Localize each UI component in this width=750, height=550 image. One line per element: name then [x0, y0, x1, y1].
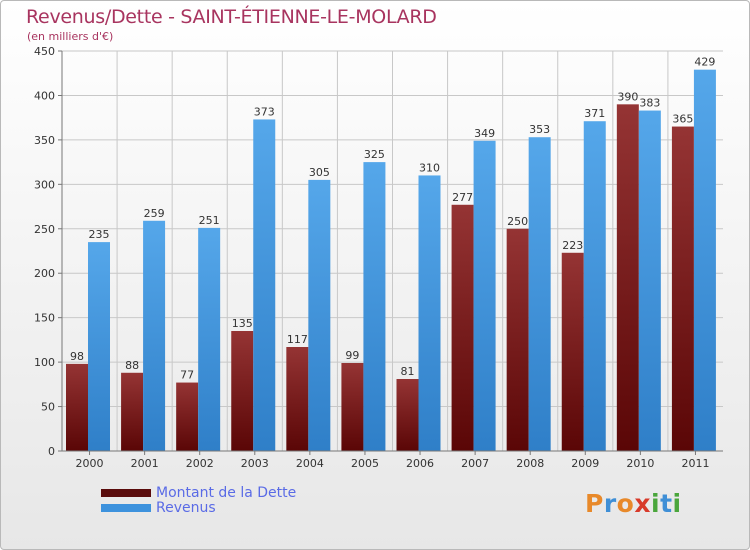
logo-letter: i: [651, 489, 661, 518]
y-tick-label: 200: [34, 267, 55, 280]
x-tick-label: 2008: [516, 457, 544, 470]
x-tick-label: 2010: [626, 457, 654, 470]
x-tick-label: 2001: [131, 457, 159, 470]
bar-value-label: 251: [199, 214, 220, 227]
bar-revenus: [198, 227, 221, 451]
logo-letter: i: [672, 489, 682, 518]
bar-value-label: 353: [529, 123, 550, 136]
x-tick-label: 2000: [76, 457, 104, 470]
y-tick-label: 400: [34, 89, 55, 102]
y-tick-label: 100: [34, 356, 55, 369]
bar-value-label: 98: [70, 350, 84, 363]
bar-dette: [616, 104, 639, 451]
logo-letter: o: [616, 489, 635, 518]
bar-value-label: 77: [180, 369, 194, 382]
bar-value-label: 383: [639, 97, 660, 110]
bar-value-label: 117: [287, 333, 308, 346]
chart-subtitle: (en milliers d'€): [27, 30, 114, 43]
bar-revenus: [528, 137, 551, 451]
bar-revenus: [583, 121, 606, 451]
x-tick-label: 2007: [461, 457, 489, 470]
bar-value-label: 99: [345, 349, 359, 362]
legend-swatch-dette: [101, 489, 151, 497]
bar-dette: [671, 126, 694, 452]
bar-value-label: 310: [419, 161, 440, 174]
bar-value-label: 223: [562, 239, 583, 252]
bar-revenus: [693, 69, 716, 452]
y-tick-label: 450: [34, 45, 55, 58]
bar-value-label: 81: [401, 365, 415, 378]
legend-label-revenus: Revenus: [156, 500, 216, 516]
bar-value-label: 135: [232, 317, 253, 330]
legend-label-dette: Montant de la Dette: [156, 485, 297, 501]
axis-layer: 0 50 100 150 200 250 300 350 400 450 2000 2001 2002 2…: [34, 45, 723, 470]
bar-value-label: 325: [364, 148, 385, 161]
proxiti-logo: Proxiti: [585, 489, 682, 518]
bar-value-label: 365: [672, 113, 693, 126]
y-tick-label: 350: [34, 134, 55, 147]
y-tick-label: 50: [41, 401, 55, 414]
bar-value-label: 277: [452, 191, 473, 204]
bar-value-label: 88: [125, 359, 139, 372]
bar-dette: [121, 372, 144, 451]
bar-value-label: 390: [617, 90, 638, 103]
bar-revenus: [253, 119, 276, 451]
bar-revenus: [638, 110, 661, 452]
logo-letter: P: [585, 489, 604, 518]
y-tick-label: 300: [34, 178, 55, 191]
bar-revenus: [418, 175, 441, 451]
x-tick-label: 2004: [296, 457, 324, 470]
chart-title: Revenus/Dette - SAINT-ÉTIENNE-LE-MOLARD: [26, 6, 437, 28]
y-tick-label: 0: [48, 445, 55, 458]
logo-letter: t: [660, 489, 673, 518]
bar-dette: [506, 228, 529, 451]
bars-layer: [66, 69, 716, 452]
bar-dette: [396, 379, 419, 451]
x-tick-label: 2003: [241, 457, 269, 470]
labels-layer: 98 235 88 259 77 251 135 373 117 305 99 325 81 310 277…: [70, 56, 715, 382]
bar-revenus: [308, 179, 331, 451]
bar-dette: [231, 331, 254, 451]
x-tick-label: 2011: [681, 457, 709, 470]
bar-dette: [561, 252, 584, 451]
bar-revenus: [363, 162, 386, 451]
bar-revenus: [88, 242, 110, 451]
x-tick-label: 2009: [571, 457, 599, 470]
bar-dette: [451, 204, 474, 451]
bar-dette: [286, 347, 309, 451]
x-tick-label: 2005: [351, 457, 379, 470]
bar-revenus: [143, 220, 166, 451]
bar-value-label: 305: [309, 166, 330, 179]
bar-value-label: 373: [254, 105, 275, 118]
bar-revenus: [473, 140, 496, 451]
y-tick-label: 150: [34, 312, 55, 325]
bar-dette: [341, 363, 364, 451]
x-tick-label: 2006: [406, 457, 434, 470]
bar-value-label: 259: [144, 207, 165, 220]
bar-value-label: 250: [507, 215, 528, 228]
logo-letter: x: [634, 489, 651, 518]
grid-layer: [62, 50, 723, 451]
legend-swatch-revenus: [101, 504, 151, 512]
y-tick-label: 250: [34, 223, 55, 236]
bar-dette: [66, 363, 88, 451]
logo-letter: r: [603, 489, 617, 518]
bar-value-label: 429: [694, 56, 715, 69]
bar-value-label: 235: [89, 228, 110, 241]
x-tick-label: 2002: [186, 457, 214, 470]
bar-value-label: 349: [474, 127, 495, 140]
bar-dette: [176, 382, 199, 451]
bar-value-label: 371: [584, 107, 605, 120]
